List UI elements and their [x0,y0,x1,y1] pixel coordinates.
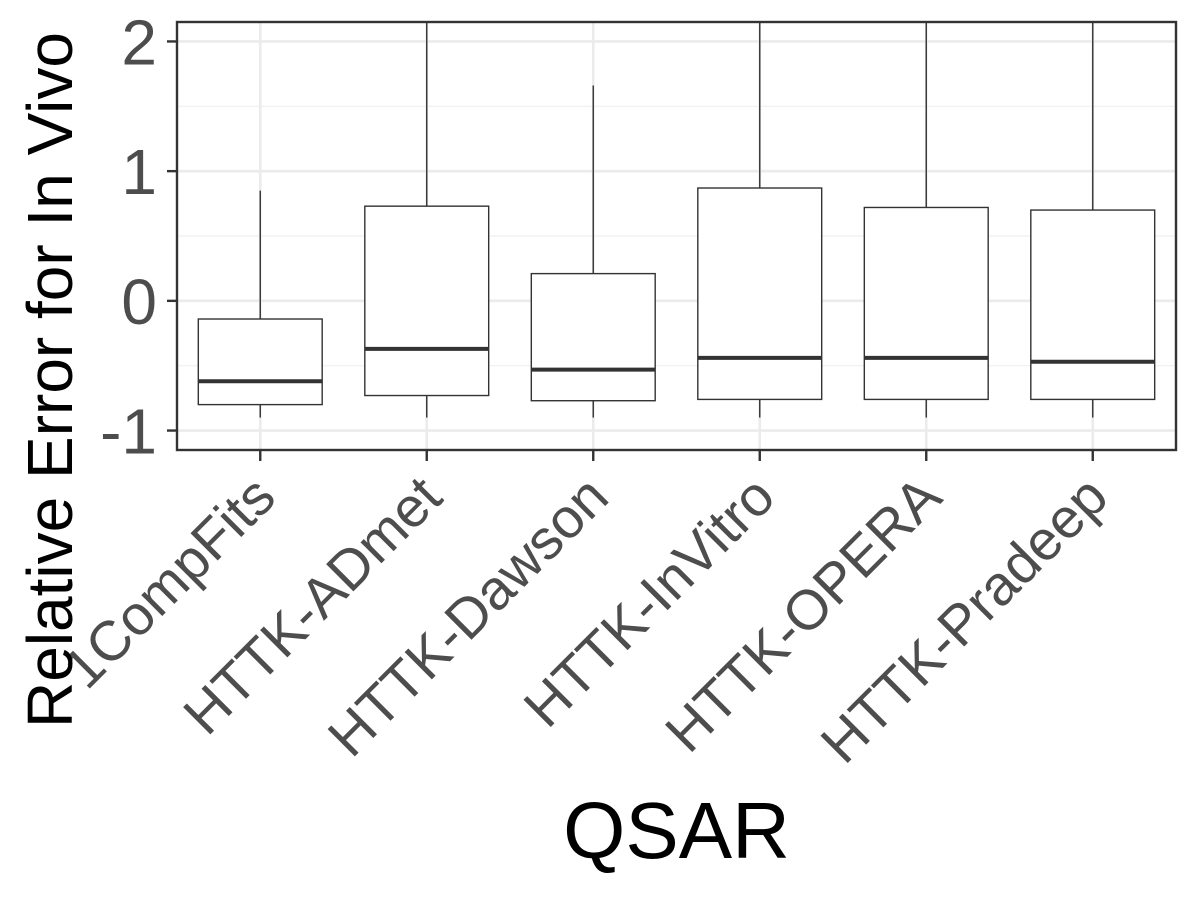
y-tick-label: -1 [100,396,157,468]
y-tick-label: 1 [121,136,157,208]
y-axis-title: Relative Error for In Vivo [14,32,86,728]
y-tick-label: 0 [121,266,157,338]
box-HTTK-ADmet [364,22,490,418]
box-HTTK-Pradeep [1030,22,1156,418]
box-HTTK-Dawson [530,85,656,418]
box-HTTK-OPERA [863,22,989,418]
box-HTTK-InVitro [697,22,823,418]
y-tick-label: 2 [121,6,157,78]
plot-panel-border [175,20,1178,452]
iqr-box [697,187,823,401]
iqr-box [197,318,323,406]
x-tick-label: HTTK-Pradeep [808,464,1119,775]
grid-lines [177,22,1176,450]
iqr-box [863,206,989,401]
x-axis-title: QSAR [563,786,790,875]
iqr-box [1030,209,1156,401]
x-tick-label: HTTK-Dawson [316,464,620,768]
boxes [197,22,1156,418]
iqr-box [364,205,490,397]
box-1CompFits [197,190,323,418]
iqr-box [530,272,656,402]
